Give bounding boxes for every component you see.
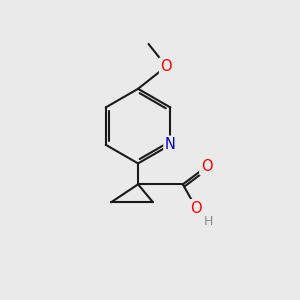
Text: N: N bbox=[165, 137, 176, 152]
Text: H: H bbox=[203, 215, 213, 228]
Text: O: O bbox=[190, 201, 202, 216]
Text: O: O bbox=[201, 159, 212, 174]
Text: O: O bbox=[160, 59, 172, 74]
